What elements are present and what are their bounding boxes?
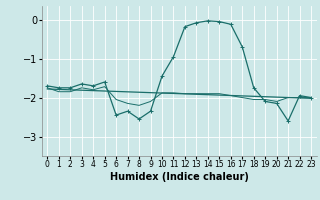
X-axis label: Humidex (Indice chaleur): Humidex (Indice chaleur) xyxy=(110,172,249,182)
